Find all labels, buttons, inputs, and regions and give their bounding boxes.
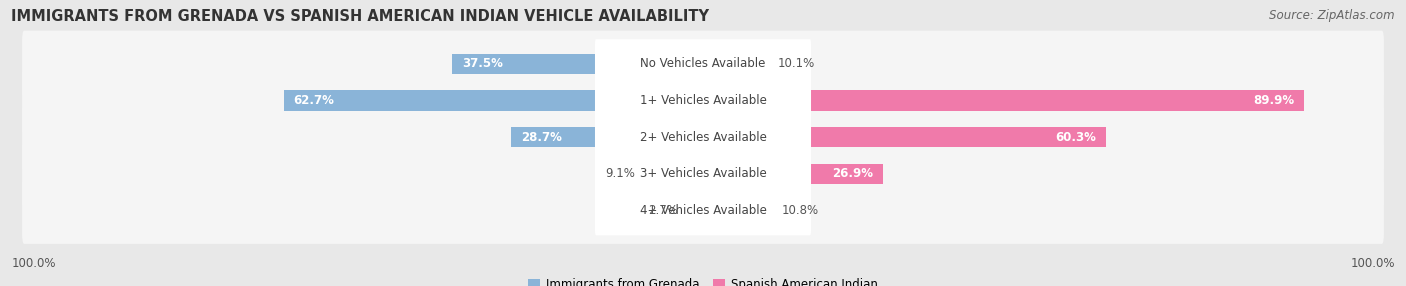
Text: IMMIGRANTS FROM GRENADA VS SPANISH AMERICAN INDIAN VEHICLE AVAILABILITY: IMMIGRANTS FROM GRENADA VS SPANISH AMERI… — [11, 9, 709, 23]
Text: 2+ Vehicles Available: 2+ Vehicles Available — [640, 131, 766, 144]
FancyBboxPatch shape — [22, 177, 1384, 244]
Text: 100.0%: 100.0% — [1350, 257, 1395, 270]
Text: 100.0%: 100.0% — [11, 257, 56, 270]
FancyBboxPatch shape — [22, 104, 1384, 170]
Text: 4+ Vehicles Available: 4+ Vehicles Available — [640, 204, 766, 217]
Text: 28.7%: 28.7% — [522, 131, 562, 144]
Bar — [510, 127, 703, 147]
Text: 10.1%: 10.1% — [778, 57, 814, 70]
Text: 1+ Vehicles Available: 1+ Vehicles Available — [640, 94, 766, 107]
Bar — [703, 127, 1107, 147]
Bar — [703, 54, 770, 74]
Text: Source: ZipAtlas.com: Source: ZipAtlas.com — [1270, 9, 1395, 21]
Text: 3+ Vehicles Available: 3+ Vehicles Available — [640, 168, 766, 180]
FancyBboxPatch shape — [595, 186, 811, 235]
Bar — [703, 200, 775, 221]
Bar — [643, 164, 703, 184]
Bar — [685, 200, 703, 221]
Bar — [453, 54, 703, 74]
FancyBboxPatch shape — [595, 113, 811, 162]
Bar — [703, 90, 1305, 111]
Text: 62.7%: 62.7% — [294, 94, 335, 107]
Text: 60.3%: 60.3% — [1056, 131, 1097, 144]
FancyBboxPatch shape — [595, 39, 811, 89]
Legend: Immigrants from Grenada, Spanish American Indian: Immigrants from Grenada, Spanish America… — [529, 278, 877, 286]
Bar — [703, 164, 883, 184]
Text: No Vehicles Available: No Vehicles Available — [640, 57, 766, 70]
FancyBboxPatch shape — [22, 67, 1384, 134]
Text: 9.1%: 9.1% — [606, 168, 636, 180]
Text: 26.9%: 26.9% — [832, 168, 873, 180]
FancyBboxPatch shape — [22, 31, 1384, 97]
Text: 37.5%: 37.5% — [463, 57, 503, 70]
Text: 10.8%: 10.8% — [782, 204, 820, 217]
Bar — [284, 90, 703, 111]
FancyBboxPatch shape — [22, 141, 1384, 207]
FancyBboxPatch shape — [595, 149, 811, 199]
Text: 2.7%: 2.7% — [648, 204, 678, 217]
FancyBboxPatch shape — [595, 76, 811, 125]
Text: 89.9%: 89.9% — [1253, 94, 1295, 107]
